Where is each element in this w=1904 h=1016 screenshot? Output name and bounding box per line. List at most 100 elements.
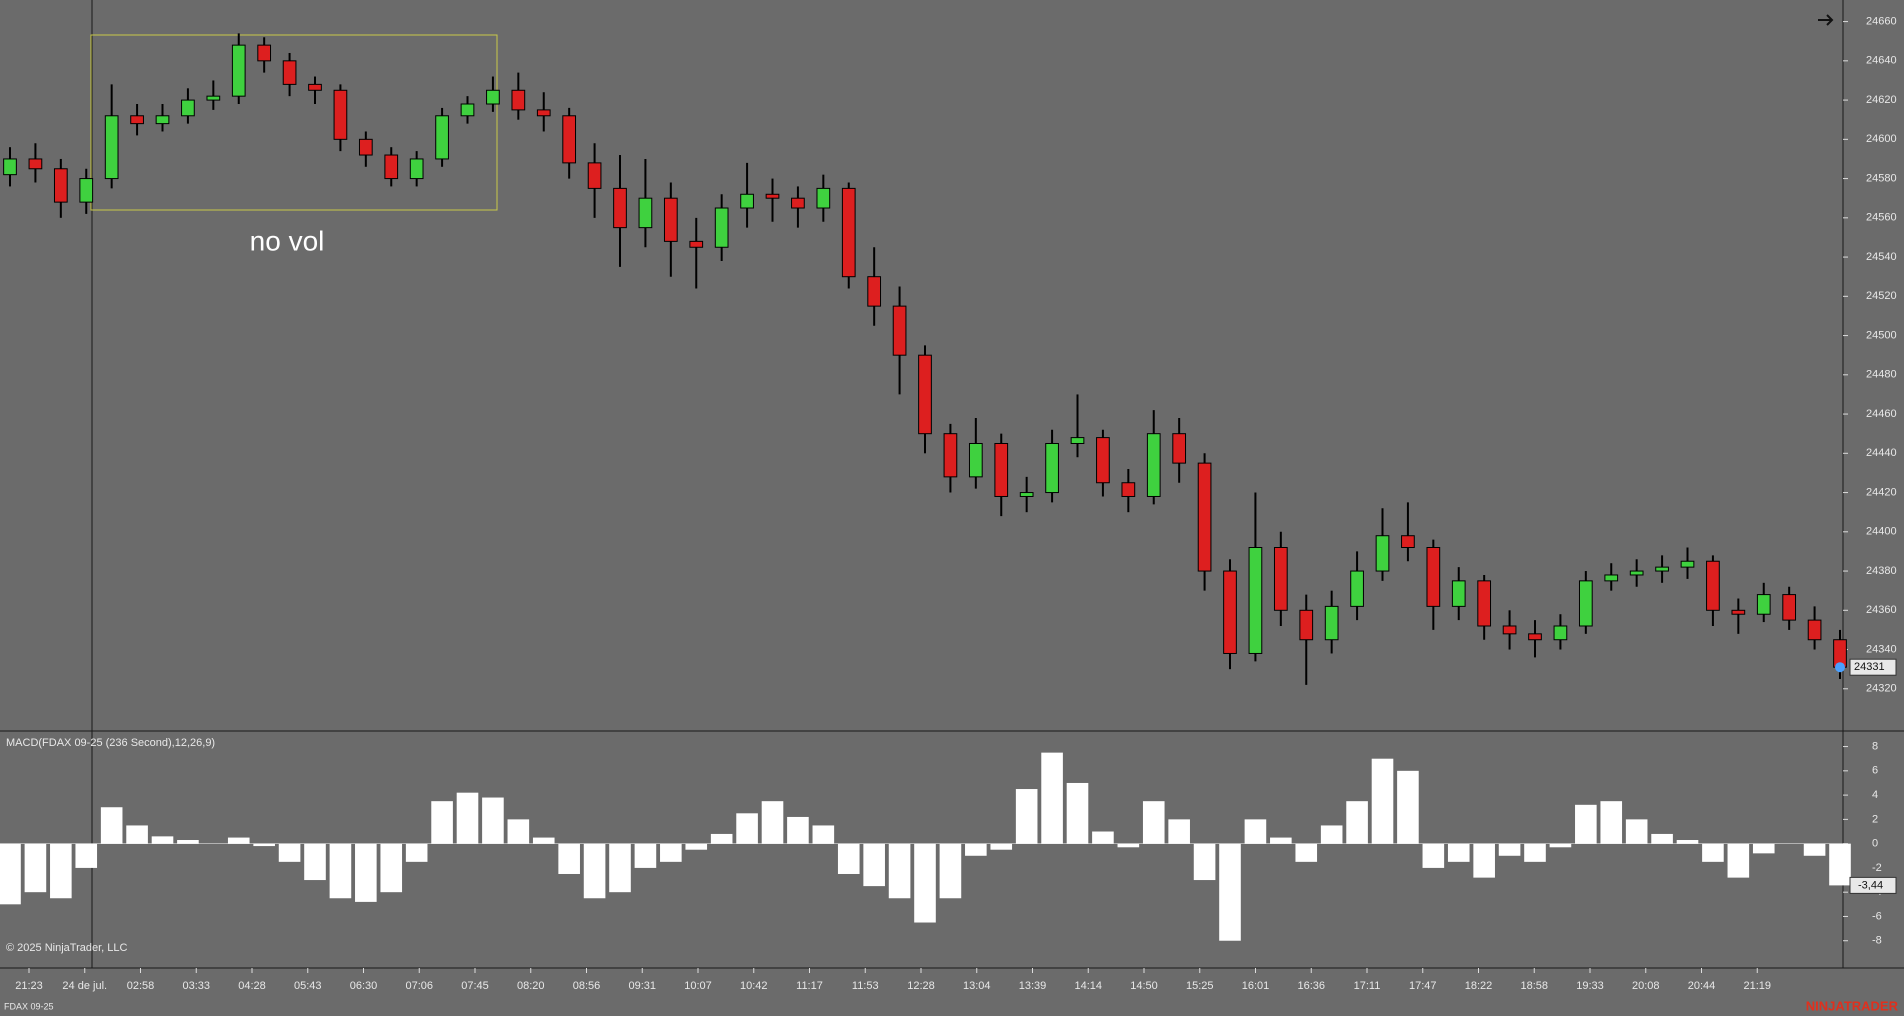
candle-body: [257, 44, 272, 62]
candle-body: [1680, 560, 1695, 568]
x-tick-label: 21:19: [1743, 980, 1771, 992]
candle-body: [28, 158, 43, 170]
candle-body: [1045, 442, 1059, 494]
candle-body: [53, 168, 68, 203]
candle-body: [1146, 433, 1161, 497]
x-tick-label: 16:01: [1242, 980, 1270, 992]
macd-bar: [990, 843, 1013, 850]
y-tick-label: 24600: [1866, 133, 1897, 145]
candle-body: [155, 115, 170, 125]
macd-bar: [888, 843, 911, 899]
candle-body: [994, 442, 1009, 497]
y-tick-label: 4: [1872, 789, 1878, 801]
candle-body: [1350, 570, 1364, 607]
candle-body: [308, 83, 322, 91]
macd-bar: [431, 801, 453, 844]
macd-bar: [1702, 843, 1724, 862]
candle-body: [638, 197, 653, 229]
macd-bar: [1041, 752, 1063, 844]
macd-bar: [1575, 804, 1597, 844]
macd-bar: [1117, 843, 1140, 848]
candle-body: [231, 44, 246, 97]
x-tick-label: 08:56: [573, 980, 601, 992]
macd-bar: [24, 843, 47, 893]
macd-bar: [1727, 843, 1750, 878]
macd-bar: [1397, 770, 1419, 844]
copyright: © 2025 NinjaTrader, LLC: [6, 942, 127, 954]
x-tick-label: 18:58: [1520, 980, 1548, 992]
candle-body: [409, 158, 424, 180]
macd-bar: [837, 843, 860, 874]
x-tick-label: 11:53: [852, 980, 879, 992]
last-value-label: -3,44: [1858, 879, 1883, 891]
macd-bar: [558, 843, 580, 874]
x-tick-label: 15:25: [1186, 980, 1214, 992]
candle-body: [1706, 560, 1720, 611]
x-tick-label: 06:30: [350, 980, 378, 992]
candle-body: [1756, 594, 1771, 615]
macd-bar: [609, 843, 631, 893]
candle-body: [943, 433, 958, 478]
candle-body: [486, 89, 500, 105]
macd-bar: [1498, 843, 1521, 856]
scroll-icon[interactable]: [1818, 14, 1834, 26]
x-tick-label: 03:33: [182, 980, 210, 992]
candle-body: [740, 193, 754, 209]
y-tick-label: 24580: [1866, 172, 1897, 184]
x-tick-label: 08:20: [517, 980, 545, 992]
y-tick-label: 24420: [1866, 486, 1897, 498]
candle-body: [1451, 580, 1466, 607]
candle-body: [841, 187, 856, 278]
candle-body: [1426, 547, 1441, 607]
candle-body: [1578, 580, 1593, 627]
y-tick-label: 24320: [1866, 683, 1897, 695]
macd-bar: [812, 825, 835, 844]
candle-body: [689, 240, 704, 248]
candle-body: [3, 158, 17, 176]
x-tick-label: 16:36: [1297, 980, 1325, 992]
y-tick-label: 0: [1872, 838, 1878, 850]
y-tick-label: 24340: [1866, 643, 1897, 655]
candle-body: [1223, 570, 1237, 654]
macd-bar: [1447, 843, 1470, 862]
macd-bar: [1549, 843, 1572, 848]
macd-bar: [1346, 801, 1368, 844]
x-tick-label: 07:45: [461, 980, 489, 992]
x-tick-label: 24 de jul.: [62, 980, 107, 992]
macd-bar: [965, 843, 987, 856]
last-price-box: [1849, 658, 1897, 676]
y-tick-label: 24460: [1866, 408, 1897, 420]
candle-body: [460, 103, 475, 117]
macd-bar: [532, 837, 555, 844]
candle-body: [1019, 492, 1034, 497]
candle-body: [1070, 437, 1085, 444]
annotation-box: [90, 34, 498, 211]
macd-bar: [1625, 819, 1648, 844]
macd-bar: [151, 836, 174, 844]
x-tick-label: 21:23: [15, 980, 43, 992]
macd-bar: [482, 797, 504, 844]
y-tick-label: 24660: [1866, 15, 1897, 27]
x-tick-label: 04:28: [238, 980, 266, 992]
candle-body: [536, 109, 551, 117]
candle-body: [1375, 535, 1390, 572]
candle-body: [511, 89, 526, 111]
candle-body: [1807, 619, 1822, 641]
macd-bar: [1142, 801, 1165, 844]
macd-bar: [1752, 843, 1775, 854]
candle-body: [1172, 433, 1187, 464]
candle-body: [1248, 547, 1263, 654]
macd-bar: [1219, 843, 1241, 941]
brand: NINJATRADER: [1806, 998, 1899, 1013]
candle-body: [918, 354, 932, 435]
candle-body: [1324, 605, 1339, 641]
last-price-dot: [1835, 662, 1845, 673]
macd-bar: [227, 837, 250, 844]
macd-bar: [278, 843, 301, 862]
macd-bar: [1371, 758, 1394, 844]
x-tick-label: 14:50: [1130, 980, 1158, 992]
macd-bar: [710, 833, 733, 844]
candle-body: [1528, 633, 1542, 641]
candle-body: [104, 115, 119, 180]
